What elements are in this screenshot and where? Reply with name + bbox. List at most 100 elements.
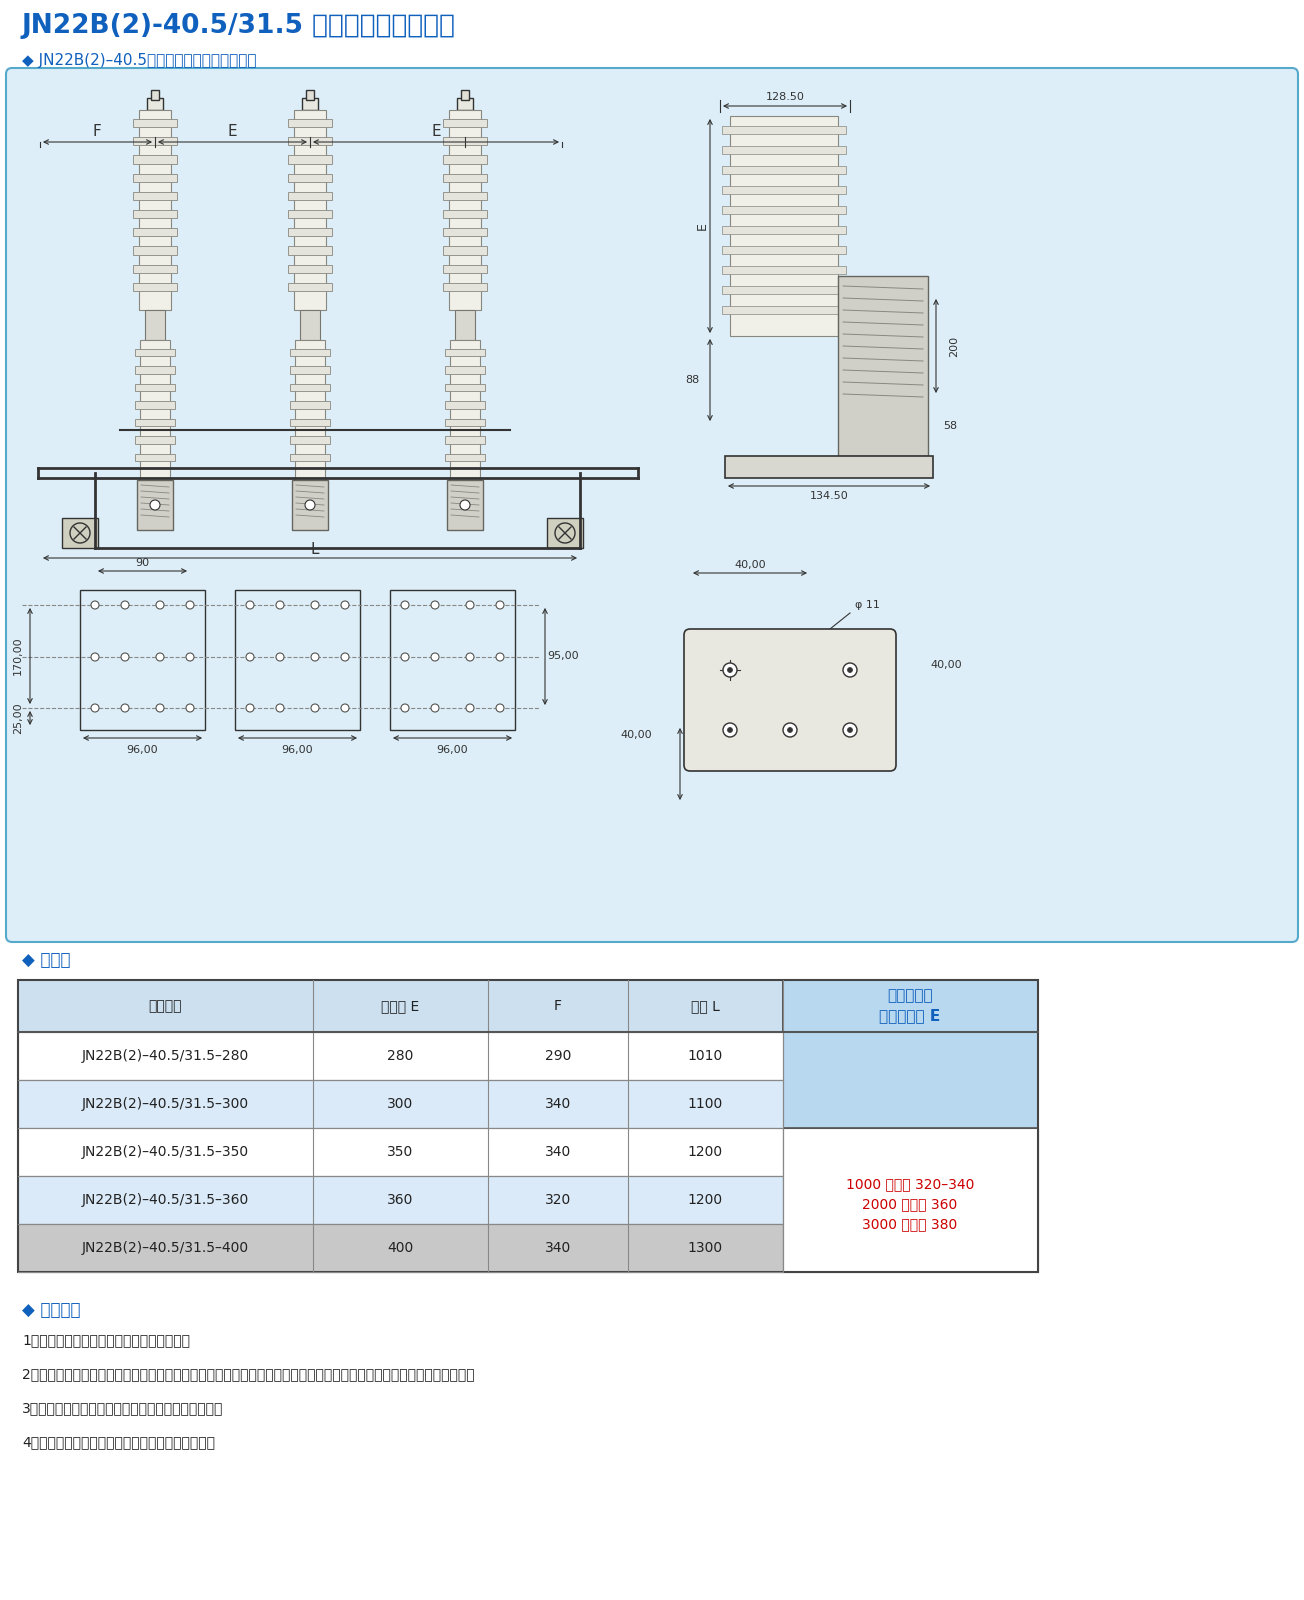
Text: ◆ 配套表: ◆ 配套表 xyxy=(22,950,70,970)
Bar xyxy=(140,341,170,480)
Circle shape xyxy=(121,704,129,712)
Bar xyxy=(289,437,330,443)
Text: 96,00: 96,00 xyxy=(282,746,313,755)
Bar xyxy=(289,366,330,373)
Text: JN22B(2)–40.5/31.5–360: JN22B(2)–40.5/31.5–360 xyxy=(81,1194,249,1206)
Bar xyxy=(447,480,482,530)
Bar xyxy=(445,366,485,373)
Circle shape xyxy=(432,704,439,712)
Bar xyxy=(445,402,485,408)
Circle shape xyxy=(782,723,797,738)
Bar xyxy=(289,402,330,408)
Circle shape xyxy=(788,728,793,733)
Bar xyxy=(722,246,846,254)
Text: 300: 300 xyxy=(387,1098,413,1110)
Bar xyxy=(133,118,177,128)
Circle shape xyxy=(276,704,284,712)
Bar xyxy=(456,98,473,110)
Circle shape xyxy=(186,704,194,712)
Circle shape xyxy=(91,602,99,610)
Bar xyxy=(730,117,838,336)
Bar xyxy=(722,226,846,234)
Bar xyxy=(445,384,485,390)
Text: L: L xyxy=(310,542,319,557)
Bar xyxy=(288,283,333,291)
Bar xyxy=(133,283,177,291)
Circle shape xyxy=(842,723,857,738)
Bar xyxy=(136,437,175,443)
Text: 传感器高度 E: 传感器高度 E xyxy=(879,1008,940,1024)
Text: 58: 58 xyxy=(943,421,957,430)
Bar xyxy=(722,186,846,194)
Text: 170,00: 170,00 xyxy=(13,637,23,675)
Circle shape xyxy=(310,653,319,661)
Text: 3000 米以下 380: 3000 米以下 380 xyxy=(862,1218,957,1230)
Text: 320: 320 xyxy=(545,1194,571,1206)
Circle shape xyxy=(496,653,505,661)
Bar xyxy=(18,1032,782,1080)
Text: 200: 200 xyxy=(949,336,958,357)
Circle shape xyxy=(305,499,316,510)
Text: ◆ JN22B(2)–40.5（改进型）外形及安装尺寸: ◆ JN22B(2)–40.5（改进型）外形及安装尺寸 xyxy=(22,53,257,67)
Text: JN22B(2)–40.5/31.5–400: JN22B(2)–40.5/31.5–400 xyxy=(81,1242,249,1254)
Text: 88: 88 xyxy=(685,374,699,386)
Text: 340: 340 xyxy=(545,1146,571,1158)
Bar xyxy=(443,283,486,291)
Bar xyxy=(722,166,846,174)
Bar xyxy=(63,518,98,547)
Bar xyxy=(390,590,515,730)
Bar xyxy=(136,419,175,426)
Circle shape xyxy=(276,653,284,661)
Bar xyxy=(306,90,314,99)
Bar xyxy=(445,349,485,357)
Bar xyxy=(137,480,173,530)
Text: 1200: 1200 xyxy=(687,1194,722,1206)
Bar xyxy=(18,1128,782,1176)
Bar xyxy=(136,384,175,390)
Text: 25,00: 25,00 xyxy=(13,702,23,734)
Text: 96,00: 96,00 xyxy=(126,746,158,755)
Text: 高原型配比: 高原型配比 xyxy=(887,989,932,1003)
Text: 2、需配齿轮操动机构时，请按图示的左操作或右操作方位（图示为左操作方式），对应注明右操作机构或左操作．机构。: 2、需配齿轮操动机构时，请按图示的左操作或右操作方位（图示为左操作方式），对应注… xyxy=(22,1366,475,1381)
Circle shape xyxy=(91,653,99,661)
Text: E: E xyxy=(227,125,237,139)
Bar xyxy=(722,286,846,294)
Bar xyxy=(133,155,177,163)
Text: 1000 米以下 320–340: 1000 米以下 320–340 xyxy=(846,1178,974,1190)
Text: E: E xyxy=(432,125,441,139)
Bar xyxy=(722,206,846,214)
Text: φ 11: φ 11 xyxy=(855,600,880,610)
Text: 1、请注明产品型号、额定电压、相间距离。: 1、请注明产品型号、额定电压、相间距离。 xyxy=(22,1333,190,1347)
Bar xyxy=(151,90,159,99)
Bar xyxy=(288,229,333,237)
Bar xyxy=(443,246,486,254)
Bar xyxy=(133,174,177,182)
Text: 95,00: 95,00 xyxy=(548,651,579,661)
Circle shape xyxy=(466,704,473,712)
Circle shape xyxy=(722,662,737,677)
Bar xyxy=(782,1128,1038,1272)
Circle shape xyxy=(91,704,99,712)
Circle shape xyxy=(276,602,284,610)
Text: 2000 米以下 360: 2000 米以下 360 xyxy=(862,1197,957,1211)
Circle shape xyxy=(246,602,254,610)
Circle shape xyxy=(342,602,349,610)
Text: 产品型号: 产品型号 xyxy=(149,998,181,1013)
Bar xyxy=(722,146,846,154)
Bar xyxy=(722,306,846,314)
Text: JN22B(2)–40.5/31.5–280: JN22B(2)–40.5/31.5–280 xyxy=(81,1050,249,1062)
Circle shape xyxy=(432,653,439,661)
Text: 96,00: 96,00 xyxy=(436,746,468,755)
Text: 350: 350 xyxy=(387,1146,413,1158)
Bar xyxy=(455,310,475,341)
Bar xyxy=(288,118,333,128)
Bar xyxy=(288,192,333,200)
Bar xyxy=(80,590,205,730)
Bar xyxy=(18,1176,782,1224)
Bar xyxy=(289,419,330,426)
Text: 1200: 1200 xyxy=(687,1146,722,1158)
Circle shape xyxy=(402,704,409,712)
Circle shape xyxy=(466,653,473,661)
Bar xyxy=(133,264,177,272)
Bar xyxy=(443,210,486,218)
